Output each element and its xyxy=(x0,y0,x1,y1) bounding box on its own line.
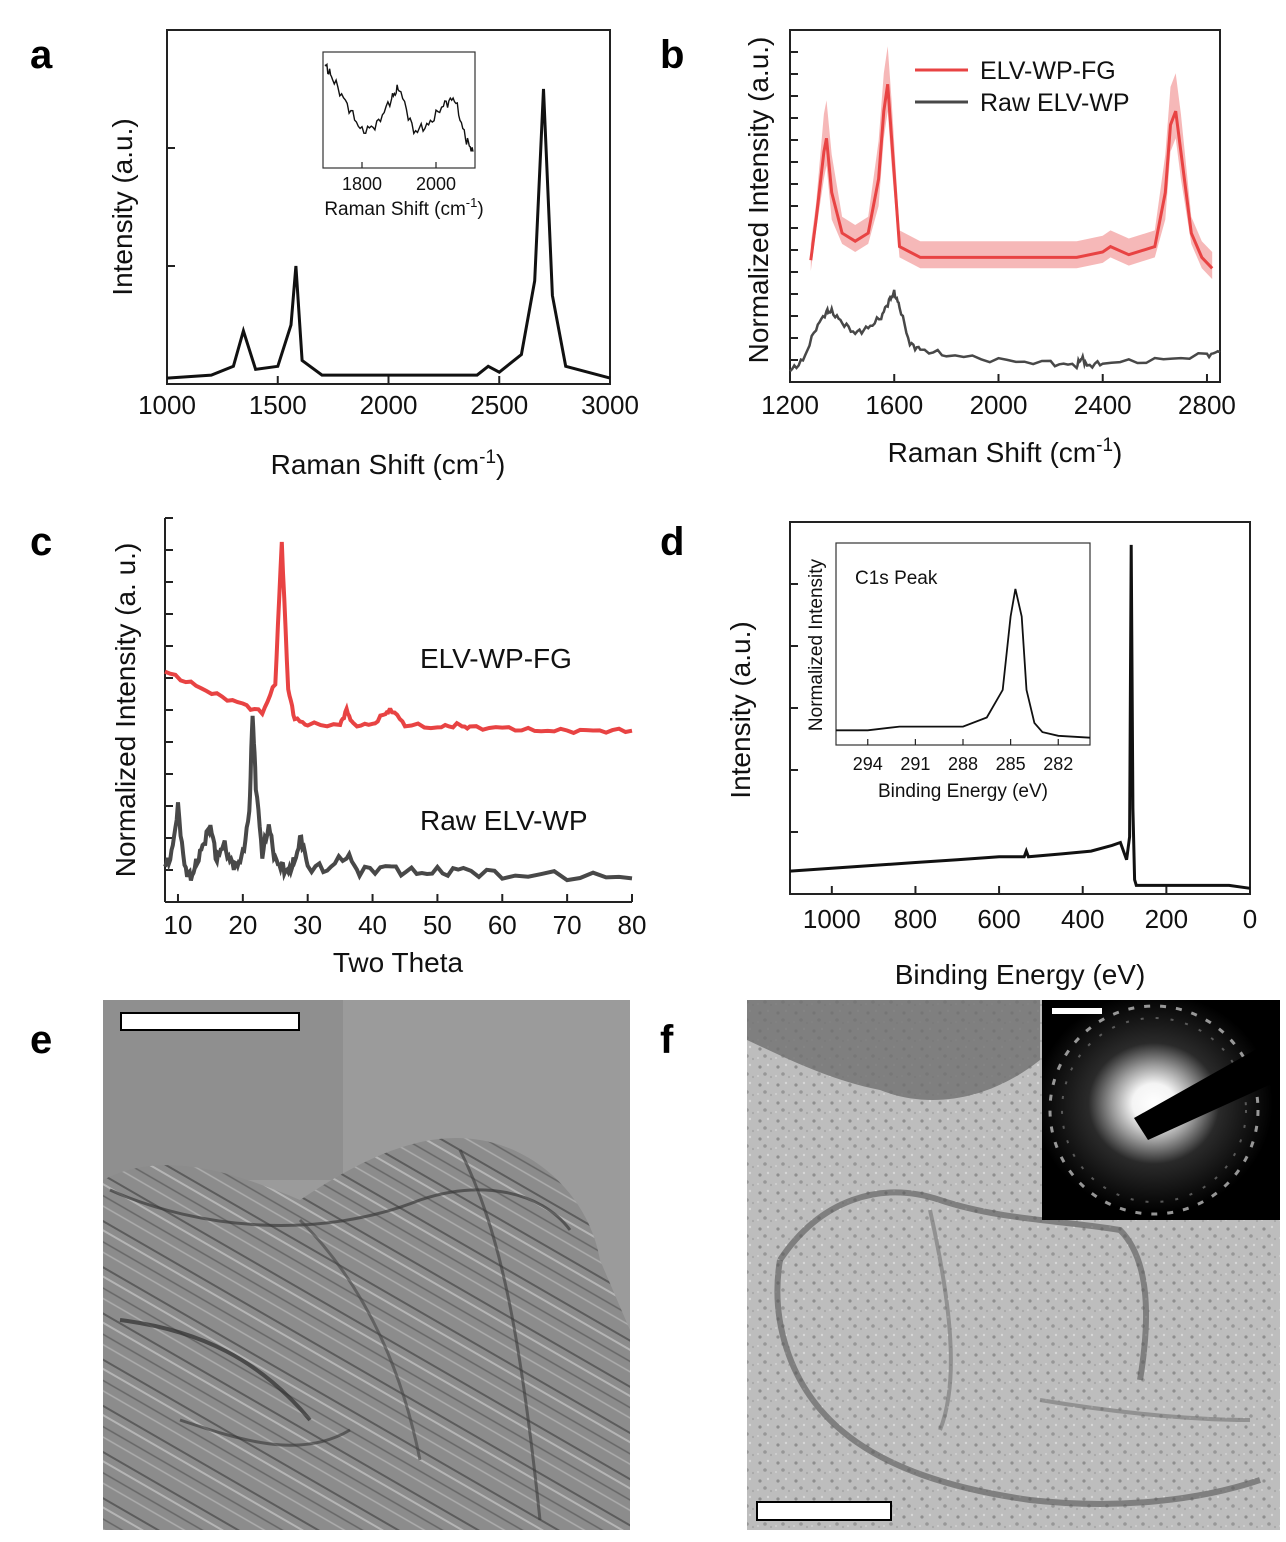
panel-b-x-tick-label: 1600 xyxy=(865,390,923,420)
panel-b-x-ticks: 1200 1600 2000 2400 2800 xyxy=(761,374,1236,420)
panel-c-y-axis-label: Normalized Intensity (a. u.) xyxy=(110,543,141,878)
panel-a-inset-frame xyxy=(322,51,476,169)
panel-b-y-axis-label: Normalized Intensity (a.u.) xyxy=(743,37,774,364)
panel-a-x-tick-label: 1000 xyxy=(138,390,196,420)
panel-a-x-tick-label: 2000 xyxy=(360,390,418,420)
panel-c-annotation-elv-wp-fg: ELV-WP-FG xyxy=(420,643,572,674)
panel-a-label: a xyxy=(30,33,53,77)
panel-a-x-tick-label: 3000 xyxy=(581,390,639,420)
panel-c-x-tick-label: 40 xyxy=(358,910,387,940)
panel-e-scale-bar xyxy=(120,1012,300,1031)
panel-d-x-tick-label: 1000 xyxy=(803,904,861,934)
panel-c-series xyxy=(163,541,633,883)
panel-b-x-tick-label: 1200 xyxy=(761,390,819,420)
panel-a-series xyxy=(166,88,611,380)
panel-e: e xyxy=(30,1000,630,1530)
panel-a-inset-tick-label: 1800 xyxy=(342,174,382,194)
panel-c-x-tick-label: 10 xyxy=(164,910,193,940)
panel-f-tem-image xyxy=(747,1000,1280,1530)
panel-a-x-tick-label: 1500 xyxy=(249,390,307,420)
legend-label-elv-wp-fg: ELV-WP-FG xyxy=(980,57,1116,85)
panel-e-label: e xyxy=(30,1018,52,1062)
panel-e-tem-image xyxy=(103,1000,630,1530)
panel-d-inset-x-axis-label: Binding Energy (eV) xyxy=(878,781,1048,802)
panel-b-raw-elv-wp-line xyxy=(789,289,1221,373)
panel-a-inset-series xyxy=(324,62,474,152)
panel-d-inset-series xyxy=(836,588,1091,739)
panel-b-x-tick-label: 2800 xyxy=(1178,390,1236,420)
panel-d-x-tick-label: 800 xyxy=(894,904,937,934)
panel-a-inset-tick-label: 2000 xyxy=(416,174,456,194)
panel-c-y-ticks xyxy=(165,517,173,903)
panel-a-inset-ticks: 1800 2000 xyxy=(342,162,456,194)
panel-d-y-axis-label: Intensity (a.u.) xyxy=(725,621,756,798)
panel-a-inset-x-axis-label: Raman Shift (cm-1) xyxy=(324,195,483,220)
panel-d-inset-line xyxy=(836,588,1091,739)
panel-c-label: c xyxy=(30,520,52,564)
panel-b-elv-wp-fg-line xyxy=(809,83,1214,270)
panel-d-inset-ticks: 294 291 288 285 282 xyxy=(853,739,1073,774)
panel-a-y-axis-label: Intensity (a.u.) xyxy=(107,118,138,295)
panel-d-x-tick-label: 200 xyxy=(1145,904,1188,934)
panel-d-label: d xyxy=(660,520,684,564)
panel-c-x-tick-label: 50 xyxy=(423,910,452,940)
panel-d: d 1000 800 600 400 200 0 Binding Energy (eV) … xyxy=(660,520,1257,990)
panel-c-x-ticks: 10 20 30 40 50 60 70 80 xyxy=(164,894,647,940)
panel-d-spectrum-line xyxy=(789,544,1251,890)
panel-c-x-axis-label: Two Theta xyxy=(333,947,464,978)
panel-d-inset-tick-label: 291 xyxy=(900,754,930,774)
panel-b-legend: ELV-WP-FG Raw ELV-WP xyxy=(915,57,1130,117)
panel-c-x-tick-label: 70 xyxy=(553,910,582,940)
panel-b-x-tick-label: 2400 xyxy=(1074,390,1132,420)
panel-d-inset-tick-label: 288 xyxy=(948,754,978,774)
panel-b-series xyxy=(789,46,1221,373)
panel-d-series xyxy=(789,544,1251,890)
panel-b: b 1200 1600 2000 2400 2800 Raman Shift (cm-1… xyxy=(660,29,1236,468)
panel-d-x-ticks: 1000 800 600 400 200 0 xyxy=(803,886,1257,934)
panel-d-inset-tick-label: 285 xyxy=(996,754,1026,774)
panel-a-spectrum-line xyxy=(166,88,611,380)
panel-f-scale-bar xyxy=(756,1501,892,1521)
panel-b-x-axis-label: Raman Shift (cm-1) xyxy=(888,435,1123,468)
panel-a-x-tick-label: 2500 xyxy=(470,390,528,420)
panel-d-x-axis-label: Binding Energy (eV) xyxy=(895,959,1146,990)
panel-f: f xyxy=(660,1000,1280,1530)
panel-a-y-ticks xyxy=(167,29,175,385)
panel-d-x-tick-label: 0 xyxy=(1243,904,1257,934)
panel-a: a 1000 1500 2000 2500 3000 Raman Shift (cm-1… xyxy=(30,29,639,480)
panel-f-label: f xyxy=(660,1018,674,1062)
panel-d-inset-tick-label: 294 xyxy=(853,754,883,774)
panel-c-elv-wp-fg-line xyxy=(164,541,633,736)
panel-c-x-tick-label: 20 xyxy=(228,910,257,940)
panel-a-x-ticks: 1000 1500 2000 2500 3000 xyxy=(138,376,639,420)
panel-c-raw-elv-wp-line xyxy=(163,715,633,883)
panel-d-inset-y-axis-label: Normalized Intensity xyxy=(806,558,827,731)
legend-label-raw-elv-wp: Raw ELV-WP xyxy=(980,89,1130,117)
panel-c: c 10 20 30 40 50 60 70 80 Two Theta Normalized … xyxy=(30,517,647,978)
panel-d-inset-frame xyxy=(835,542,1091,746)
panel-a-x-axis-label: Raman Shift (cm-1) xyxy=(271,447,506,480)
panel-d-x-tick-label: 600 xyxy=(977,904,1020,934)
panel-c-x-tick-label: 30 xyxy=(293,910,322,940)
panel-d-y-ticks xyxy=(790,521,798,895)
panel-f-saed-inset xyxy=(1042,1000,1280,1220)
panel-a-inset-line xyxy=(324,62,474,152)
panel-c-annotation-raw-elv-wp: Raw ELV-WP xyxy=(420,805,588,836)
panel-b-x-tick-label: 2000 xyxy=(970,390,1028,420)
panel-c-x-tick-label: 60 xyxy=(488,910,517,940)
panel-d-inset-title: C1s Peak xyxy=(855,568,938,589)
panel-b-y-ticks xyxy=(790,29,798,383)
panel-d-x-tick-label: 400 xyxy=(1061,904,1104,934)
panel-d-inset-tick-label: 282 xyxy=(1043,754,1073,774)
panel-f-inset-scale-bar xyxy=(1052,1008,1102,1014)
panel-c-x-tick-label: 80 xyxy=(618,910,647,940)
panel-b-label: b xyxy=(660,33,684,77)
